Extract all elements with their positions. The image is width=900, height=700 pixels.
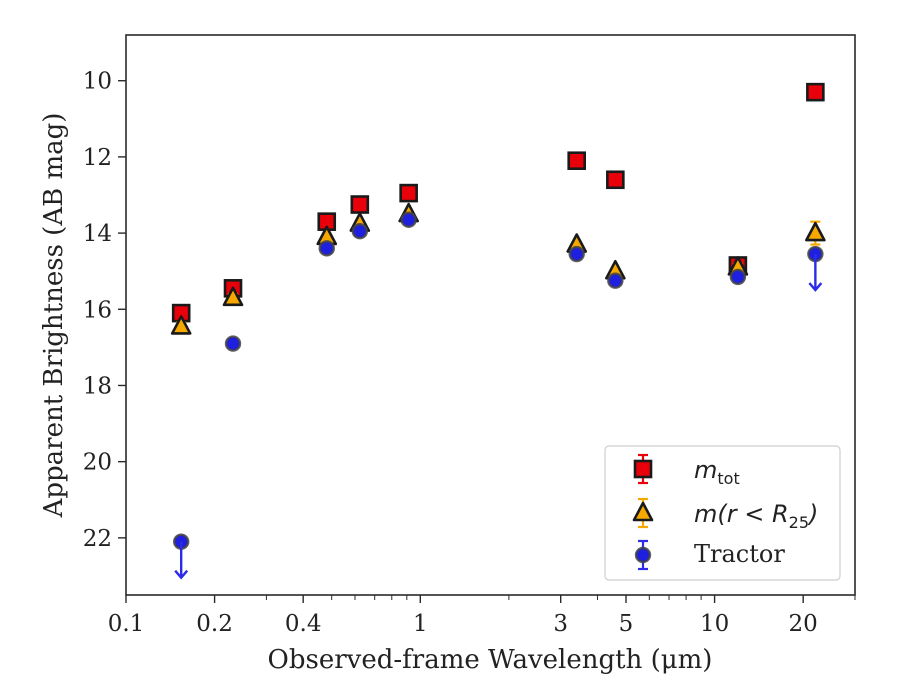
m-r25-point [805, 221, 826, 242]
y-tick-label: 14 [83, 221, 112, 247]
m-r25-point [222, 286, 244, 307]
x-tick-label: 0.1 [108, 611, 145, 637]
data-marks [170, 82, 826, 580]
legend-m-r25-marker [632, 501, 654, 522]
x-tick-label: 10 [700, 611, 729, 637]
legend-label-m-tot-main: m [694, 456, 717, 484]
y-tick-label: 18 [83, 373, 112, 399]
tractor-point [568, 245, 585, 263]
legend-label-m-r25-main: m(r < R [694, 500, 789, 528]
m-tot-point [806, 82, 825, 102]
y-axis-title: Apparent Brightness (AB mag) [39, 113, 69, 519]
m-tot-point [606, 170, 625, 190]
legend-label-m-tot-sub: tot [717, 469, 739, 488]
x-tick-label: 0.4 [285, 611, 322, 637]
tractor-point [318, 240, 335, 257]
tractor-point [400, 211, 417, 228]
x-tick-label: 0.2 [196, 611, 233, 637]
x-tick-label: 3 [553, 611, 568, 637]
x-axis-ticks: 0.1 0.2 0.4 1 3 5 10 20 [108, 595, 856, 637]
y-tick-label: 20 [83, 450, 112, 476]
legend-tractor-marker [634, 546, 652, 564]
y-tick-label: 22 [83, 526, 112, 552]
legend-m-tot-marker [633, 459, 653, 479]
m-tot-point [350, 195, 370, 214]
m-r25-point [170, 315, 192, 335]
arrow-head [808, 282, 823, 292]
y-tick-label: 10 [83, 69, 112, 95]
legend: mtot m(r < R25) Tractor [604, 445, 841, 581]
tractor-point [729, 268, 747, 286]
tractor-point [607, 272, 624, 289]
y-axis-ticks: 10 12 14 16 18 20 22 [83, 69, 126, 552]
tractor-point [224, 335, 242, 352]
legend-label-m-r25-tail: ) [807, 500, 818, 528]
tractor-point [351, 222, 369, 240]
x-tick-label: 20 [789, 611, 818, 637]
tractor-upper-limit-arrow [174, 541, 189, 580]
m-tot-point [399, 183, 418, 203]
m-tot-point [567, 151, 587, 171]
y-tick-label: 12 [83, 145, 112, 171]
x-tick-label: 5 [619, 611, 634, 637]
x-axis-title: Observed-frame Wavelength (μm) [268, 645, 713, 675]
legend-frame [604, 445, 841, 581]
legend-marks [632, 453, 654, 571]
legend-label-m-r25: m(r < R25) [694, 500, 818, 532]
x-tick-label: 1 [413, 611, 428, 637]
legend-label-m-r25-sub: 25 [789, 513, 809, 532]
legend-label-m-tot: mtot [694, 456, 740, 488]
legend-label-tractor: Tractor [694, 540, 785, 568]
tractor-upper-limit-arrow [808, 254, 823, 292]
y-tick-label: 16 [83, 297, 112, 323]
arrow-head [174, 569, 189, 580]
